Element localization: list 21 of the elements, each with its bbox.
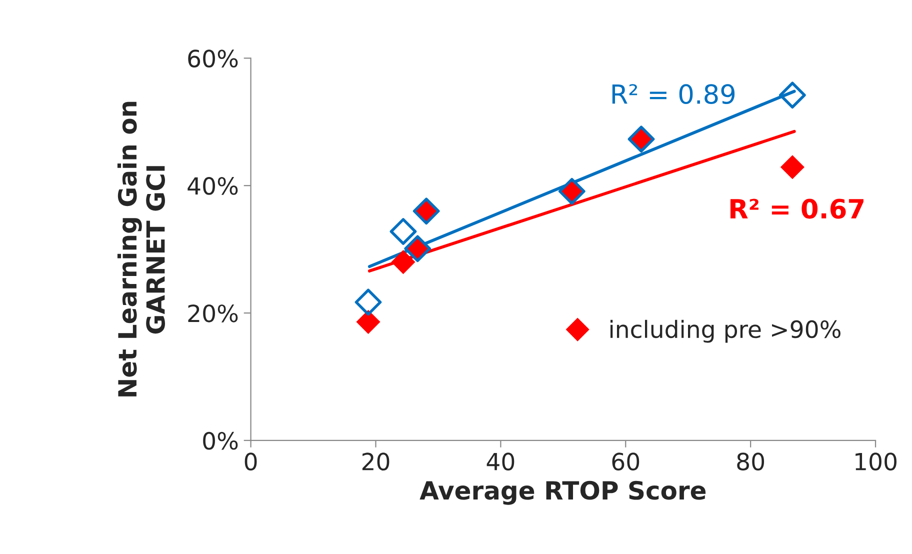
x-tick-label: 40 bbox=[486, 452, 514, 471]
annotation: R² = 0.67 bbox=[730, 198, 864, 219]
point bbox=[354, 288, 382, 316]
point bbox=[356, 310, 380, 334]
x-tick-label: 100 bbox=[856, 452, 896, 471]
x-tick-label: 0 bbox=[244, 452, 257, 471]
x-axis-title: Average RTOP Score bbox=[420, 480, 706, 505]
y-axis-title: Net Learning Gain on GARNET GCI bbox=[117, 102, 166, 396]
legend-label: including pre >90% bbox=[610, 320, 840, 343]
y-tick-label: 60% bbox=[188, 50, 238, 68]
y-tick-label: 40% bbox=[188, 177, 238, 195]
annotation: R² = 0.89 bbox=[612, 84, 735, 104]
x-tick-label: 20 bbox=[362, 452, 390, 471]
point bbox=[390, 218, 417, 245]
point bbox=[391, 250, 416, 274]
point bbox=[779, 82, 806, 109]
x-tick-label: 60 bbox=[612, 452, 640, 471]
y-tick-label: 20% bbox=[188, 304, 238, 322]
y-tick-label: 0% bbox=[203, 432, 238, 450]
x-tick-label: 80 bbox=[737, 452, 764, 471]
point bbox=[780, 155, 804, 180]
